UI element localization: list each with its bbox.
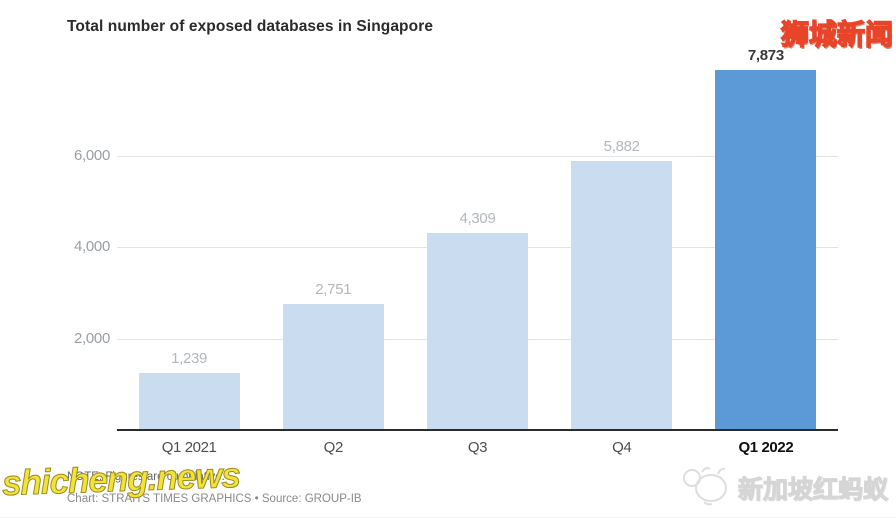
watermark-shicheng-news-cn: 狮城新闻 — [780, 18, 894, 51]
gridline — [117, 155, 838, 157]
bar — [427, 233, 528, 430]
bar — [715, 70, 817, 430]
bar — [282, 304, 384, 430]
watermark-redants-label: 新加坡红蚂蚁 — [737, 475, 888, 504]
ant-icon — [680, 464, 732, 511]
x-axis-line — [117, 429, 838, 431]
bar — [138, 373, 240, 430]
chart-title: Total number of exposed databases in Sin… — [67, 18, 434, 35]
bar — [571, 161, 673, 430]
x-axis-label: Q1 2021 — [161, 439, 217, 456]
bar-value-label: 4,309 — [459, 210, 496, 228]
bar-value-label: 2,751 — [315, 281, 352, 299]
y-axis-label: 2,000 — [73, 329, 110, 347]
y-axis-label: 6,000 — [73, 146, 110, 164]
x-axis-label: Q4 — [612, 439, 632, 456]
x-axis-label: Q2 — [323, 439, 344, 456]
credit-text: Chart: STRAITS TIMES GRAPHICS • Source: … — [67, 493, 362, 505]
x-axis-label: Q1 2022 — [738, 439, 794, 456]
bar-value-label: 7,873 — [747, 47, 784, 65]
watermark-redants: 新加坡红蚂蚁 — [680, 464, 889, 511]
y-axis-label: 4,000 — [73, 238, 110, 256]
bar-value-label: 1,239 — [171, 350, 208, 368]
watermark-shicheng-news-url: shicheng.news — [1, 455, 241, 504]
bar-value-label: 5,882 — [603, 138, 640, 156]
x-axis-label: Q3 — [467, 439, 488, 456]
note-text: NOTE: Figures are cumulative. — [67, 471, 225, 483]
